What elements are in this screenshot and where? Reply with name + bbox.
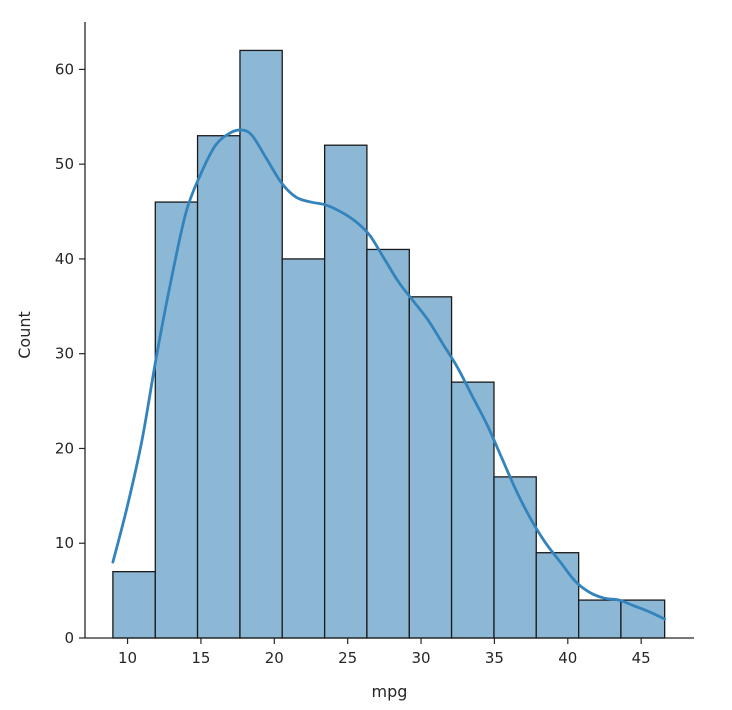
x-tick-label: 10 [118,649,137,667]
bars-layer [112,49,666,639]
x-ticks: 10 15 20 25 30 35 40 45 [118,638,651,667]
y-tick-label: 40 [55,250,74,268]
histogram-bar [366,248,410,639]
histogram-bar [620,599,666,639]
histogram-bar [408,296,453,639]
x-tick-label: 40 [558,649,577,667]
x-axis-label: mpg [372,682,408,701]
histogram-bar [112,571,156,639]
y-tick-label: 0 [64,629,74,647]
x-tick-label: 35 [485,649,504,667]
histogram-bar [281,258,326,639]
y-axis-label: Count [15,311,34,359]
y-ticks: 0 10 20 30 40 50 60 [55,60,85,647]
y-tick-label: 20 [55,439,74,457]
histogram-bar [239,49,283,639]
y-tick-label: 30 [55,345,74,363]
x-tick-label: 25 [338,649,357,667]
histogram-bar [323,144,368,639]
histogram-bar [578,599,622,639]
x-tick-label: 45 [632,649,651,667]
histogram-bar [535,552,580,639]
x-tick-label: 15 [191,649,210,667]
x-tick-label: 20 [265,649,284,667]
y-tick-label: 60 [55,60,74,78]
y-tick-label: 50 [55,155,74,173]
histogram-bar [154,201,199,639]
x-tick-label: 30 [412,649,431,667]
kde-curve [111,128,667,621]
y-tick-label: 10 [55,534,74,552]
histogram-bar [450,381,495,639]
histogram-bar [196,135,241,639]
histogram-bar [493,476,537,639]
